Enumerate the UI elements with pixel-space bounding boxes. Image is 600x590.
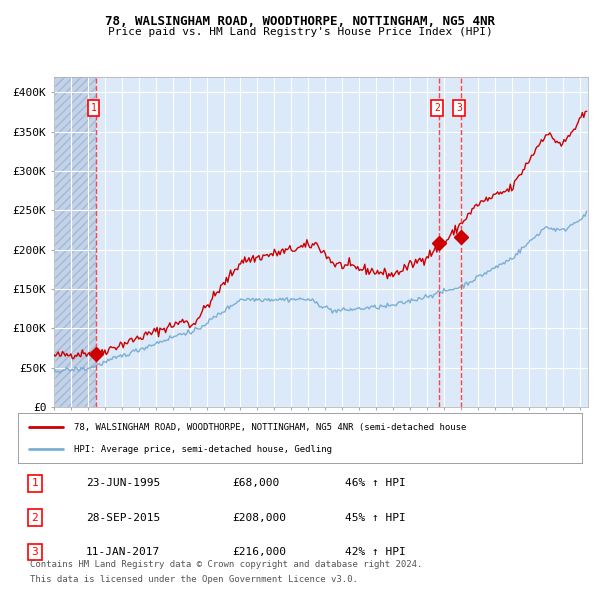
Text: 2: 2 — [434, 103, 440, 113]
Text: £68,000: £68,000 — [232, 478, 280, 489]
Text: 46% ↑ HPI: 46% ↑ HPI — [345, 478, 406, 489]
Text: £208,000: £208,000 — [232, 513, 286, 523]
Text: 11-JAN-2017: 11-JAN-2017 — [86, 547, 160, 557]
Text: HPI: Average price, semi-detached house, Gedling: HPI: Average price, semi-detached house,… — [74, 445, 332, 454]
Text: 42% ↑ HPI: 42% ↑ HPI — [345, 547, 406, 557]
Text: 1: 1 — [91, 103, 97, 113]
Text: 45% ↑ HPI: 45% ↑ HPI — [345, 513, 406, 523]
Text: 78, WALSINGHAM ROAD, WOODTHORPE, NOTTINGHAM, NG5 4NR: 78, WALSINGHAM ROAD, WOODTHORPE, NOTTING… — [105, 15, 495, 28]
Text: 28-SEP-2015: 28-SEP-2015 — [86, 513, 160, 523]
Text: Contains HM Land Registry data © Crown copyright and database right 2024.: Contains HM Land Registry data © Crown c… — [30, 560, 422, 569]
Bar — [54, 77, 96, 407]
Text: 3: 3 — [456, 103, 462, 113]
Text: 23-JUN-1995: 23-JUN-1995 — [86, 478, 160, 489]
Text: 1: 1 — [32, 478, 38, 489]
Text: Price paid vs. HM Land Registry's House Price Index (HPI): Price paid vs. HM Land Registry's House … — [107, 27, 493, 37]
Text: £216,000: £216,000 — [232, 547, 286, 557]
Text: 2: 2 — [32, 513, 38, 523]
Text: This data is licensed under the Open Government Licence v3.0.: This data is licensed under the Open Gov… — [30, 575, 358, 584]
Text: 3: 3 — [32, 547, 38, 557]
Text: 78, WALSINGHAM ROAD, WOODTHORPE, NOTTINGHAM, NG5 4NR (semi-detached house: 78, WALSINGHAM ROAD, WOODTHORPE, NOTTING… — [74, 422, 467, 431]
